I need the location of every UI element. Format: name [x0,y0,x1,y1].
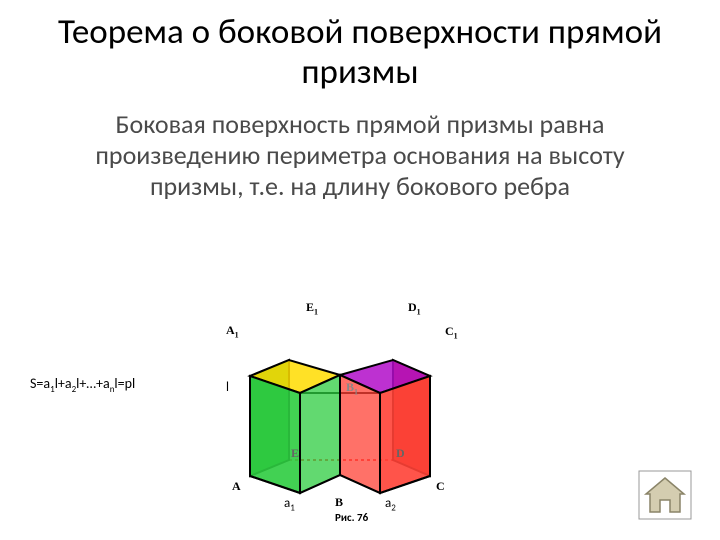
vertex-C1: C1 [445,324,458,340]
vertex-C: C [436,479,445,494]
edge-label-a2: a2 [385,496,396,514]
vertex-D: D [396,446,405,461]
vertex-A: A [232,479,241,494]
formula-text: S=a1l+a2l+…+anl=pl [30,375,135,395]
figure-caption: Рис. 76 [335,511,368,524]
edge-label-l: l [226,380,229,395]
vertex-B: B [335,495,343,510]
prism-diagram: E1 D1 A1 C1 B1 E D A B C l a1 a2 Рис. 76 [230,300,490,525]
vertex-D1: D1 [408,300,421,316]
home-icon[interactable] [638,470,692,520]
vertex-B1: B1 [346,380,358,396]
vertex-E: E [291,446,299,461]
slide-body-text: Боковая поверхность прямой призмы равна … [0,101,720,211]
slide-title: Теорема о боковой поверхности прямой при… [0,0,720,101]
vertex-E1: E1 [306,300,318,316]
edge-label-a1: a1 [284,496,295,514]
vertex-A1: A1 [226,323,239,339]
